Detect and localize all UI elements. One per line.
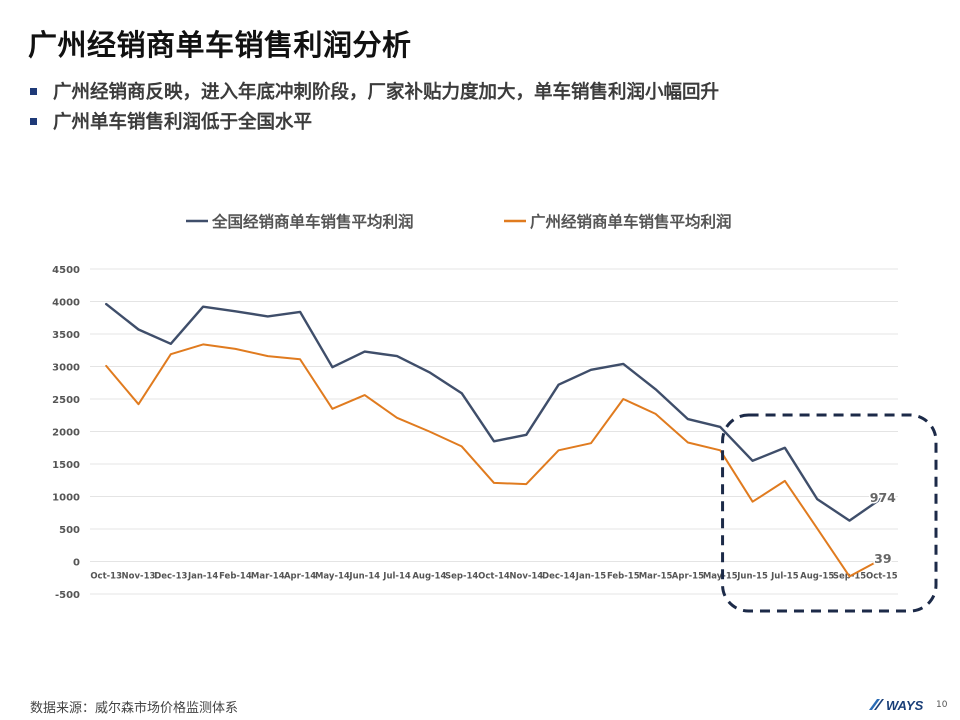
- x-tick-label: May-15: [703, 572, 738, 582]
- data-source-note: 数据来源：威尔森市场价格监测体系: [30, 701, 239, 716]
- x-tick-label: Aug-14: [412, 572, 446, 582]
- x-tick-label: Jan-14: [187, 572, 218, 582]
- y-tick-label: 4500: [52, 265, 80, 276]
- y-tick-label: 1500: [52, 460, 80, 471]
- x-tick-label: Jun-14: [348, 572, 380, 582]
- y-tick-label: 3500: [52, 330, 80, 341]
- y-tick-label: 3000: [52, 363, 80, 374]
- bullet-item: 广州单车销售利润低于全国水平: [30, 106, 719, 136]
- y-tick-label: 2500: [52, 395, 80, 406]
- profit-line-chart: -500 0 500 1000 1500 2000 2500 3000 3500 4000 4500…: [52, 212, 938, 613]
- x-tick-label: Jul-15: [770, 572, 799, 582]
- y-tick-label: 1000: [52, 493, 80, 504]
- y-tick-label: -500: [55, 590, 80, 601]
- bullet-item: 广州经销商反映，进入年底冲刺阶段，厂家补贴力度加大，单车销售利润小幅回升: [30, 76, 719, 106]
- y-tick-label: 2000: [52, 428, 80, 439]
- x-tick-label: Jan-15: [575, 572, 606, 582]
- x-tick-label: Dec-14: [542, 572, 575, 582]
- y-tick-label: 4000: [52, 298, 80, 309]
- bullet-text: 广州经销商反映，进入年底冲刺阶段，厂家补贴力度加大，单车销售利润小幅回升: [53, 82, 720, 103]
- guangzhou-profit-line: [105, 343, 883, 578]
- logo-text: WAYS: [886, 697, 924, 713]
- square-bullet-icon: [30, 117, 37, 125]
- legend-label-national: 全国经销商单车销售平均利润: [211, 212, 414, 231]
- x-tick-label: Oct-14: [478, 572, 510, 582]
- ways-logo: WAYS: [868, 694, 923, 716]
- y-tick-label: 500: [59, 525, 80, 536]
- square-bullet-icon: [30, 87, 37, 95]
- x-tick-label: Mar-14: [251, 572, 285, 582]
- bullet-list: 广州经销商反映，进入年底冲刺阶段，厂家补贴力度加大，单车销售利润小幅回升 广州单…: [30, 76, 719, 136]
- x-tick-label: Mar-15: [639, 572, 673, 582]
- x-tick-label: Jun-15: [736, 572, 768, 582]
- page-number: 10: [936, 700, 948, 710]
- legend-label-guangzhou: 广州经销商单车销售平均利润: [530, 212, 732, 231]
- x-tick-label: Jul-14: [382, 572, 411, 582]
- slide-title: 广州经销商单车销售利润分析: [28, 28, 412, 62]
- x-tick-label: Oct-15: [866, 572, 898, 582]
- x-tick-label: Sep-14: [445, 572, 478, 582]
- data-label: 39: [874, 551, 891, 566]
- x-tick-label: Dec-13: [154, 572, 187, 582]
- x-tick-label: Apr-14: [284, 572, 316, 582]
- data-label: 974: [870, 490, 896, 505]
- x-tick-label: Feb-14: [219, 572, 252, 582]
- national-profit-line: [104, 302, 883, 522]
- x-tick-label: Feb-15: [607, 572, 640, 582]
- highlight-box: [721, 413, 938, 613]
- x-tick-label: Oct-13: [90, 572, 122, 582]
- x-tick-label: Nov-13: [122, 572, 156, 582]
- ways-logo-icon: [869, 699, 884, 710]
- x-tick-label: May-14: [315, 572, 350, 582]
- x-tick-label: Nov-14: [509, 572, 543, 582]
- bullet-text: 广州单车销售利润低于全国水平: [53, 112, 313, 133]
- y-tick-label: 0: [73, 558, 80, 569]
- x-tick-label: Apr-15: [672, 572, 704, 582]
- x-tick-label: Aug-15: [800, 572, 834, 582]
